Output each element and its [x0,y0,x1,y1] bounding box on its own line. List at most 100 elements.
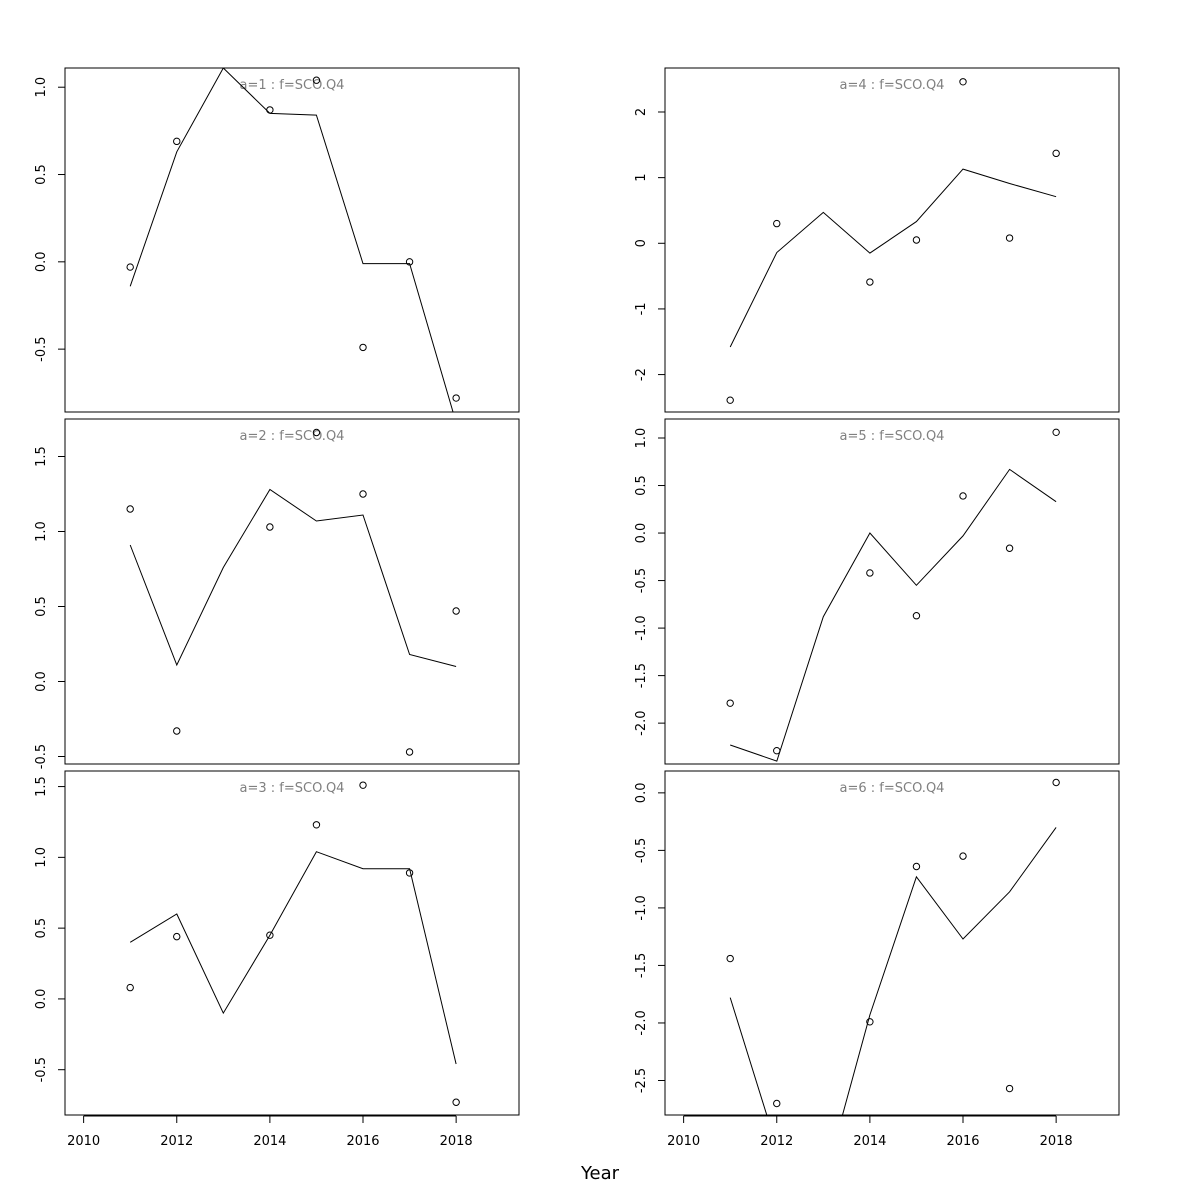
y-tick-label: 1.0 [34,847,49,868]
observed-point [912,612,921,620]
observed-point [773,219,781,228]
y-tick-label: 0.5 [34,596,49,617]
observed-point [173,137,181,146]
y-tick-label: -0.5 [634,838,649,863]
plot-box [64,770,520,1116]
y-tick-label: -0.5 [634,568,649,593]
x-tick-label: 2012 [760,1134,793,1149]
y-tick-label: -1.5 [634,953,649,978]
panel-title: a=5 : f=SCO.Q4 [840,429,945,444]
panel-title: a=6 : f=SCO.Q4 [840,781,945,796]
panel-2: a=2 : f=SCO.Q4 1.5 1.0 0.5 0.0 -0.5 [34,418,520,769]
observed-point [359,781,367,789]
panel-1: a=1 : f=SCO.Q4 1.0 0.5 0.0 -0.5 [34,67,520,413]
observed-point [126,505,134,513]
y-tick-label: 0.5 [634,475,649,496]
observed-point [912,862,921,871]
observed-point [726,699,734,707]
plot-box [64,418,520,765]
plot-area [730,468,1057,762]
observed-point [726,954,734,963]
fitted-line [729,168,1057,348]
observed-point [126,983,134,992]
observed-point [959,78,967,86]
observed-point [1052,428,1060,437]
observed-point [405,748,414,756]
observed-point [1052,778,1060,787]
x-tick-label: 2010 [667,1134,700,1149]
observed-point [312,76,321,84]
plot-area [729,168,1057,348]
y-tick-label: -2.0 [634,710,649,735]
y-tick-label: 1.0 [634,428,649,449]
observed-point [452,1098,460,1106]
observed-point [959,852,967,860]
y-tick-label: 1.0 [34,521,49,542]
observed-point [266,523,274,531]
plot-box [664,67,1120,413]
observed-point [173,727,181,735]
observed-point [405,869,414,877]
plot-box [64,67,520,413]
plot-box [664,418,1120,765]
y-tick-label: -1.5 [634,663,649,688]
observed-point [959,492,967,500]
y-tick-label: 0.0 [634,783,649,804]
y-tick-label: -1.0 [634,895,649,920]
observed-point [912,236,921,244]
x-tick-label: 2012 [160,1134,193,1149]
y-tick-label: 0.0 [634,523,649,544]
y-tick-label: 0 [634,239,649,247]
observed-point [1005,1084,1014,1093]
plot-area [129,851,457,1065]
panel-title: a=3 : f=SCO.Q4 [240,781,345,796]
observed-point [866,569,874,577]
observed-point [866,278,874,286]
observed-point [312,428,321,437]
observed-point [452,607,460,615]
y-tick-label: 0.0 [34,989,49,1010]
observed-point [126,263,134,271]
x-tick-label: 2014 [253,1134,286,1149]
observed-point [1052,149,1060,158]
observed-point [726,396,734,404]
x-axis-label: Year [580,1163,620,1184]
plot-area [729,827,1057,1115]
observed-point [866,1018,874,1026]
plot-area [129,488,457,667]
y-tick-label: 2 [634,108,649,116]
plot-box [664,770,1120,1116]
y-tick-label: 0.0 [34,671,49,692]
y-tick-label: 1.5 [34,446,49,467]
fitted-line [730,468,1057,762]
x-tick-label: 2018 [440,1134,473,1149]
x-tick-label: 2016 [946,1134,979,1149]
y-tick-label: -2 [634,368,649,381]
panel-title: a=2 : f=SCO.Q4 [240,429,345,444]
y-tick-label: -1.0 [634,615,649,640]
y-tick-label: 0.0 [34,251,49,272]
fitted-line [129,488,457,667]
fitted-line [129,68,454,412]
panel-title: a=1 : f=SCO.Q4 [240,78,345,93]
panel-4: a=4 : f=SCO.Q4 2 1 0 -1 -2 [634,67,1120,413]
observed-point [1005,544,1014,552]
y-tick-label: 0.5 [34,164,49,185]
fitted-line [729,827,1057,1115]
observed-point [312,821,321,829]
y-tick-label: 1.5 [34,776,49,797]
observed-point [266,931,274,939]
observed-point [266,106,274,114]
observed-point [1005,234,1014,242]
x-tick-label: 2010 [67,1134,100,1149]
y-tick-label: 1.0 [34,77,49,98]
plot-area [129,68,454,412]
observed-point [773,746,781,755]
y-tick-label: -0.5 [34,336,49,361]
panel-3: a=3 : f=SCO.Q4 1.5 1.0 0.5 0.0 -0.5 2010 2012 20… [34,770,520,1149]
observed-point [452,394,460,402]
panel-6: a=6 : f=SCO.Q4 0.0 -0.5 -1.0 -1.5 -2.0 -2.5 201… [634,770,1120,1149]
observed-point [405,258,414,266]
observed-point [359,343,367,352]
